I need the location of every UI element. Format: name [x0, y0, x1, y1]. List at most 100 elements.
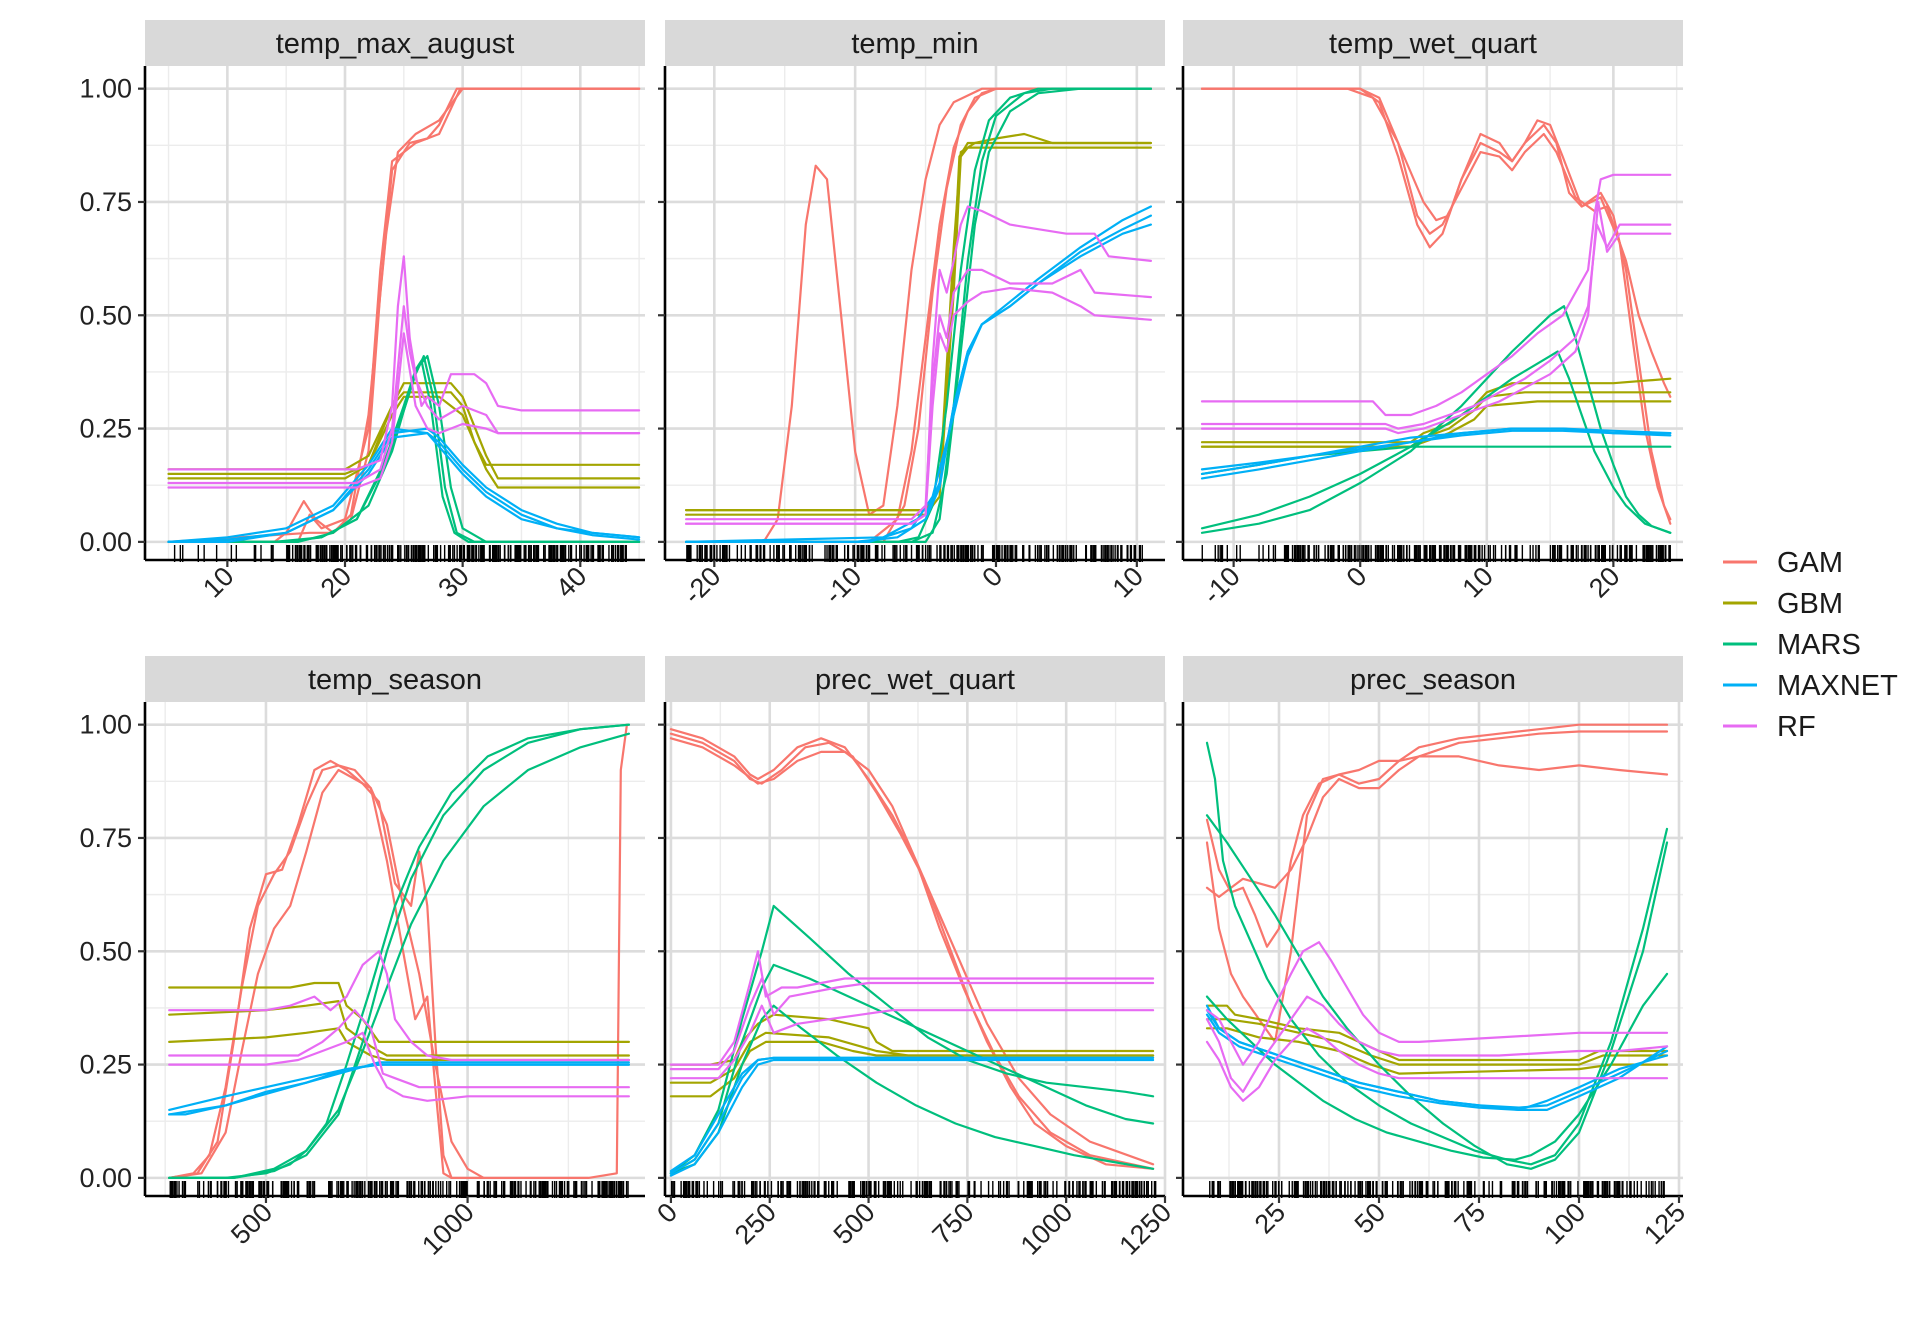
series-line-rf-13 [1205, 941, 1669, 1066]
y-tick-label: 0.75 [79, 823, 132, 853]
panel-temp-wet-quart: temp_wet_quart -10 0 10 20 [1176, 20, 1683, 610]
series-line-maxnet-12 [685, 214, 1152, 543]
series-group [1205, 723, 1669, 1170]
series-line-rf-15 [1200, 200, 1672, 435]
series-line-mars-9 [167, 359, 641, 543]
series-line-rf-13 [685, 205, 1152, 525]
x-tick-label: 0 [976, 561, 1008, 593]
series-line-maxnet-11 [669, 1056, 1155, 1173]
legend-label-rf: RF [1777, 711, 1816, 743]
legend-label-gam: GAM [1777, 547, 1843, 579]
legend-label-maxnet: MAXNET [1777, 670, 1898, 702]
panel-strip [145, 656, 645, 702]
series-line-gam-2 [1200, 87, 1672, 525]
x-tick-label: 75 [1449, 1197, 1491, 1239]
legend-item-mars: MARS [1723, 629, 1861, 661]
series-line-maxnet-11 [1205, 1009, 1669, 1109]
x-tick-label: 100 [1538, 1197, 1591, 1250]
series-line-mars-8 [168, 732, 630, 1179]
y-tick-label: 0.25 [79, 1050, 132, 1080]
series-line-gam-1 [1200, 87, 1672, 521]
x-tick-label: 1000 [416, 1197, 480, 1261]
x-tick-label: 500 [225, 1197, 278, 1250]
series-line-gbm-4 [685, 141, 1152, 512]
series-group [685, 87, 1152, 543]
series-line-gbm-6 [167, 395, 641, 489]
series-line-gam-3 [669, 737, 1155, 1166]
series-line-rf-13 [1200, 173, 1672, 417]
legend-label-gbm: GBM [1777, 588, 1843, 620]
series-line-rf-15 [167, 332, 641, 489]
panel-strip [1183, 20, 1683, 66]
series-line-rf-13 [168, 950, 630, 1062]
y-tick-label: 0.25 [79, 414, 132, 444]
x-tick-label: 25 [1249, 1197, 1291, 1239]
y-tick-label: 0.00 [79, 1163, 132, 1193]
x-tick-label: 20 [315, 561, 357, 603]
series-line-mars-7 [685, 87, 1152, 543]
x-tick-label: 20 [1583, 561, 1625, 603]
series-line-gam-2 [168, 759, 453, 1179]
series-line-gbm-4 [168, 981, 630, 1043]
series-line-maxnet-11 [168, 1063, 630, 1111]
panel-strip [665, 656, 1165, 702]
series-line-mars-9 [1205, 972, 1669, 1161]
panel-strip-label: prec_season [1350, 664, 1516, 696]
series-line-rf-14 [167, 305, 641, 485]
x-tick-label: 125 [1638, 1197, 1691, 1250]
series-line-rf-14 [669, 977, 1155, 1071]
legend-item-rf: RF [1723, 711, 1816, 743]
series-line-rf-15 [1205, 1027, 1669, 1102]
series-line-maxnet-12 [167, 432, 641, 543]
legend-label-mars: MARS [1777, 629, 1861, 661]
y-tick-label: 0.00 [79, 527, 132, 557]
panel-strip [145, 20, 645, 66]
series-line-maxnet-12 [1200, 429, 1672, 471]
x-tick-label: 10 [197, 561, 239, 603]
x-tick-label: 1250 [1114, 1197, 1178, 1261]
series-line-rf-15 [168, 1031, 630, 1102]
panel-strip-label: temp_season [308, 664, 482, 696]
series-line-gbm-5 [1205, 1018, 1669, 1066]
y-tick-label: 0.50 [79, 936, 132, 966]
series-line-gbm-4 [1205, 1004, 1669, 1062]
x-tick-label: 10 [1107, 561, 1149, 603]
panels: temp_max_august 0.00 0.25 0.50 0.75 1.00 10 20 3… [79, 20, 1691, 1261]
y-tick-label: 1.00 [79, 74, 132, 104]
series-line-gbm-6 [685, 132, 1152, 512]
series-group [168, 723, 630, 1179]
panel-strip-label: temp_wet_quart [1329, 28, 1537, 60]
panel-strip-label: prec_wet_quart [815, 664, 1015, 696]
legend: GAM GBM MARS MAXNET RF [1723, 547, 1898, 743]
x-tick-label: -20 [678, 561, 727, 610]
series-line-mars-9 [168, 723, 630, 1179]
series-line-rf-14 [1200, 223, 1672, 430]
panel-strip-label: temp_max_august [276, 28, 515, 60]
series-line-gam-1 [167, 87, 641, 543]
rug [670, 1181, 1157, 1198]
series-line-gam-1 [685, 87, 1152, 543]
x-tick-label: 0 [1341, 561, 1373, 593]
panel-strip [1183, 656, 1683, 702]
series-group [1200, 87, 1672, 534]
x-tick-label: 0 [651, 1197, 683, 1229]
series-line-gbm-6 [669, 1040, 1155, 1098]
panel-strip-label: temp_min [851, 28, 978, 60]
series-line-gam-2 [1205, 723, 1669, 1043]
series-line-rf-14 [168, 1009, 630, 1089]
panel-temp-min: temp_min -20 -10 0 10 [658, 20, 1165, 610]
series-line-rf-13 [669, 950, 1155, 1066]
legend-item-gbm: GBM [1723, 588, 1843, 620]
panel-prec-season: prec_season 25 50 75 100 125 [1176, 656, 1691, 1250]
legend-item-maxnet: MAXNET [1723, 670, 1898, 702]
series-group [669, 728, 1155, 1177]
series-line-mars-7 [1205, 741, 1669, 1166]
series-line-mars-7 [1200, 305, 1672, 534]
series-line-mars-8 [669, 963, 1155, 1175]
x-tick-label: 1000 [1015, 1197, 1079, 1261]
y-tick-label: 0.75 [79, 187, 132, 217]
x-tick-label: 750 [927, 1197, 980, 1250]
series-line-rf-13 [167, 255, 641, 471]
series-line-rf-15 [685, 287, 1152, 525]
series-line-gbm-5 [669, 1031, 1155, 1084]
